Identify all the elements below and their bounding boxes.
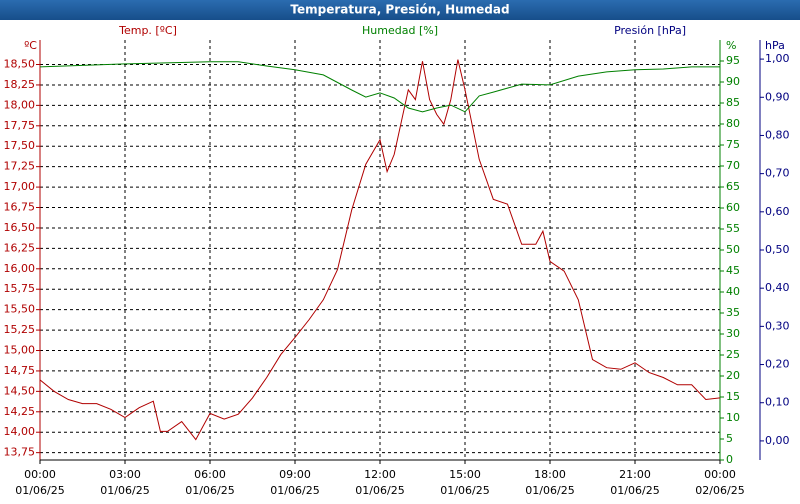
y2-tick-label: 35: [726, 306, 740, 319]
x-tick-date: 01/06/25: [15, 484, 64, 497]
x-tick-label: 03:00: [109, 468, 141, 481]
x-tick-label: 21:00: [619, 468, 651, 481]
y-tick-label: 16,00: [4, 262, 36, 275]
y2-tick-label: 55: [726, 222, 740, 235]
y-tick-label: 15,25: [4, 323, 36, 336]
y2-tick-label: 70: [726, 159, 740, 172]
x-tick-label: 06:00: [194, 468, 226, 481]
y-tick-label: 14,25: [4, 405, 36, 418]
y2-tick-label: 40: [726, 285, 740, 298]
y2-tick-label: 5: [726, 432, 733, 445]
y-tick-label: 18,25: [4, 78, 36, 91]
y3-tick-label: 0,50: [765, 243, 790, 256]
y-tick-label: 15,00: [4, 344, 36, 357]
y3-tick-label: 0,70: [765, 167, 790, 180]
x-tick-date: 01/06/25: [610, 484, 659, 497]
y2-tick-label: 0: [726, 453, 733, 466]
y2-tick-label: 95: [726, 54, 740, 67]
y2-tick-label: 30: [726, 327, 740, 340]
y2-tick-label: 60: [726, 201, 740, 214]
x-tick-date: 02/06/25: [695, 484, 744, 497]
x-tick-label: 15:00: [449, 468, 481, 481]
y2-tick-label: 10: [726, 411, 740, 424]
y2-tick-label: 90: [726, 75, 740, 88]
x-tick-label: 09:00: [279, 468, 311, 481]
x-tick-label: 12:00: [364, 468, 396, 481]
y-tick-label: 17,50: [4, 139, 36, 152]
y2-tick-label: 25: [726, 348, 740, 361]
y2-tick-label: 50: [726, 243, 740, 256]
y3-tick-label: 0,30: [765, 319, 790, 332]
y3-tick-label: 0,40: [765, 281, 790, 294]
y2-tick-label: 65: [726, 180, 740, 193]
series-line: [39, 61, 720, 113]
series-line: [39, 59, 721, 441]
y3-tick-label: 0,10: [765, 396, 790, 409]
axis-unit: %: [726, 39, 736, 52]
axis-unit: hPa: [765, 39, 785, 52]
y-tick-label: 14,75: [4, 364, 36, 377]
y-tick-label: 17,75: [4, 119, 36, 132]
axis-title: Presión [hPa]: [614, 24, 686, 37]
y-tick-label: 16,25: [4, 241, 36, 254]
x-tick-date: 01/06/25: [270, 484, 319, 497]
y2-tick-label: 75: [726, 138, 740, 151]
y-tick-label: 17,00: [4, 180, 36, 193]
y3-tick-label: 0,80: [765, 128, 790, 141]
y-tick-label: 15,50: [4, 303, 36, 316]
y3-tick-label: 0,60: [765, 205, 790, 218]
y-tick-label: 14,00: [4, 425, 36, 438]
y-tick-label: 18,00: [4, 98, 36, 111]
x-tick-label: 18:00: [534, 468, 566, 481]
x-tick-date: 01/06/25: [355, 484, 404, 497]
axis-unit: ºC: [24, 39, 37, 52]
y-tick-label: 16,75: [4, 201, 36, 214]
chart-title: Temperatura, Presión, Humedad: [290, 3, 509, 17]
y-tick-label: 15,75: [4, 282, 36, 295]
y3-tick-label: 0,90: [765, 90, 790, 103]
axis-title: Humedad [%]: [362, 24, 438, 37]
y3-tick-label: 0,00: [765, 434, 790, 447]
y-tick-label: 13,75: [4, 446, 36, 459]
x-tick-date: 01/06/25: [185, 484, 234, 497]
x-tick-label: 00:00: [24, 468, 56, 481]
y2-tick-label: 15: [726, 390, 740, 403]
y3-tick-label: 0,20: [765, 358, 790, 371]
y-tick-label: 17,25: [4, 160, 36, 173]
y-tick-label: 18,50: [4, 58, 36, 71]
y2-tick-label: 45: [726, 264, 740, 277]
x-tick-date: 01/06/25: [525, 484, 574, 497]
x-tick-date: 01/06/25: [100, 484, 149, 497]
x-tick-label: 00:00: [704, 468, 736, 481]
y2-tick-label: 85: [726, 96, 740, 109]
y2-tick-label: 20: [726, 369, 740, 382]
y-tick-label: 16,50: [4, 221, 36, 234]
y3-tick-label: 1,00: [765, 52, 790, 65]
x-tick-date: 01/06/25: [440, 484, 489, 497]
axis-title: Temp. [ºC]: [118, 24, 177, 37]
y2-tick-label: 80: [726, 117, 740, 130]
y-tick-label: 14,50: [4, 384, 36, 397]
title-bar: [0, 0, 800, 20]
